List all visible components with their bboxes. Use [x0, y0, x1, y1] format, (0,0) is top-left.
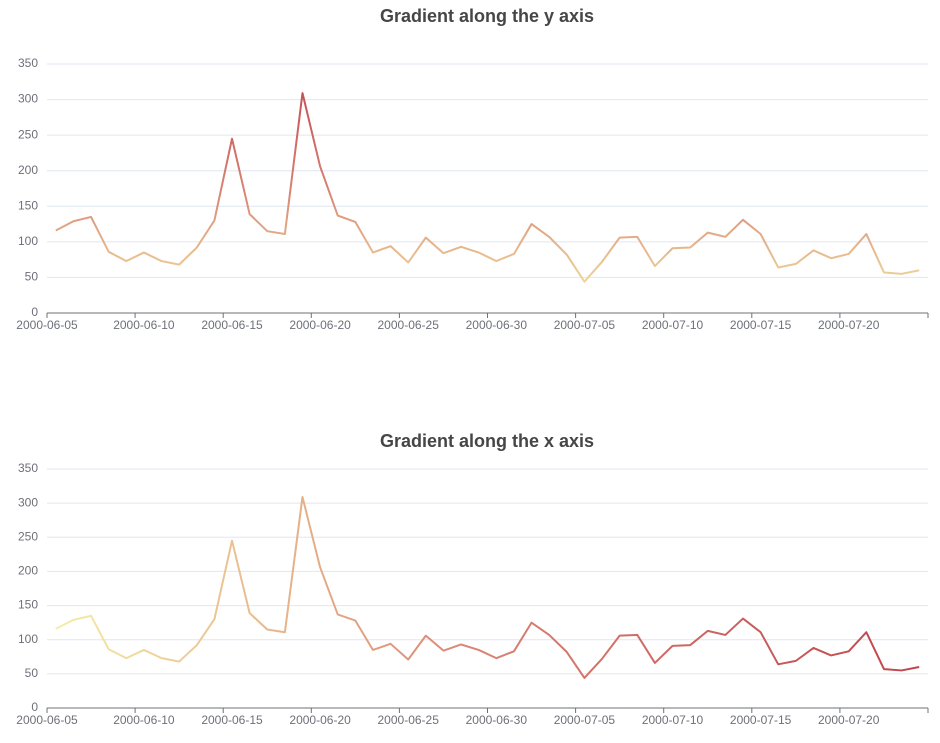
x-tick-label: 2000-07-05: [554, 318, 616, 332]
line-series: [55, 92, 920, 283]
x-tick-label: 2000-06-20: [289, 713, 351, 727]
y-tick-label: 300: [18, 495, 38, 509]
y-tick-label: 350: [18, 56, 38, 70]
y-tick-label: 0: [31, 305, 38, 319]
x-tick-label: 2000-07-15: [730, 713, 792, 727]
x-tick-label: 2000-06-10: [113, 713, 175, 727]
x-tick-label: 2000-06-25: [378, 318, 440, 332]
y-tick-label: 150: [18, 198, 38, 212]
y-tick-label: 250: [18, 127, 38, 141]
y-tick-label: 200: [18, 163, 38, 177]
y-tick-label: 250: [18, 529, 38, 543]
y-tick-label: 100: [18, 234, 38, 248]
x-tick-label: 2000-07-10: [642, 318, 704, 332]
x-tick-label: 2000-06-10: [113, 318, 175, 332]
y-tick-label: 300: [18, 92, 38, 106]
y-tick-label: 350: [18, 461, 38, 475]
x-tick-label: 2000-06-20: [289, 318, 351, 332]
x-tick-label: 2000-07-05: [554, 713, 616, 727]
x-tick-label: 2000-07-10: [642, 713, 704, 727]
x-tick-label: 2000-07-20: [818, 318, 880, 332]
y-tick-label: 50: [25, 270, 39, 284]
x-tick-label: 2000-06-30: [466, 713, 528, 727]
x-tick-label: 2000-06-15: [201, 713, 263, 727]
chart-title: Gradient along the x axis: [380, 431, 594, 451]
x-tick-label: 2000-07-20: [818, 713, 880, 727]
x-tick-label: 2000-06-15: [201, 318, 263, 332]
y-tick-label: 150: [18, 598, 38, 612]
x-tick-label: 2000-06-25: [378, 713, 440, 727]
x-tick-label: 2000-06-05: [16, 318, 78, 332]
x-tick-label: 2000-06-30: [466, 318, 528, 332]
line-series: [55, 496, 920, 679]
chart-title: Gradient along the y axis: [380, 6, 594, 26]
y-tick-label: 0: [31, 700, 38, 714]
y-tick-label: 200: [18, 564, 38, 578]
x-tick-label: 2000-07-15: [730, 318, 792, 332]
y-tick-label: 100: [18, 632, 38, 646]
y-tick-label: 50: [25, 666, 39, 680]
x-tick-label: 2000-06-05: [16, 713, 78, 727]
